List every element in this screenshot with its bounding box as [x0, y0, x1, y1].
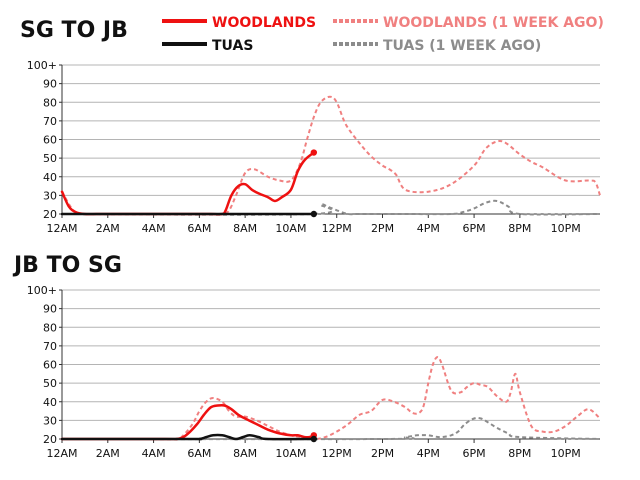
series-line-woodlands-1-week-ago — [62, 356, 601, 441]
x-tick-label: 10PM — [551, 447, 581, 460]
y-tick-label: 20 — [43, 433, 57, 446]
x-tick-label: 4PM — [417, 222, 440, 235]
legend-label-tuas-1-week-ago: TUAS (1 WEEK AGO) — [383, 38, 541, 54]
x-tick-label: 2PM — [371, 222, 394, 235]
x-tick-label: 2AM — [96, 222, 120, 235]
y-tick-label: 20 — [43, 208, 57, 221]
series-endpoint-woodlands — [310, 149, 318, 156]
y-tick-label: 40 — [43, 171, 57, 184]
y-tick-label: 80 — [43, 96, 57, 109]
series-line-woodlands — [60, 151, 316, 216]
y-tick-label: 70 — [43, 115, 57, 128]
x-tick-label: 4AM — [142, 222, 166, 235]
y-tick-label: 80 — [43, 321, 57, 334]
series-line-tuas-1-week-ago — [61, 416, 601, 441]
x-tick-label: 10AM — [275, 222, 306, 235]
series-line-tuas-1-week-ago — [61, 199, 601, 216]
y-tick-label: 60 — [43, 134, 57, 147]
x-tick-label: 4AM — [142, 447, 166, 460]
y-tick-label: 40 — [43, 396, 57, 409]
legend-label-tuas: TUAS — [212, 38, 253, 54]
x-tick-label: 8AM — [233, 447, 257, 460]
series-endpoint-tuas — [310, 435, 318, 443]
series-line-woodlands-1-week-ago — [61, 95, 601, 216]
y-tick-label: 50 — [43, 377, 57, 390]
y-tick-label: 30 — [43, 414, 57, 427]
y-tick-label: 100+ — [27, 284, 57, 297]
series-line-tuas — [60, 433, 316, 441]
y-tick-label: 90 — [43, 78, 57, 91]
x-tick-label: 12AM — [46, 222, 77, 235]
x-tick-label: 6PM — [463, 447, 486, 460]
x-tick-label: 8PM — [508, 447, 531, 460]
x-tick-label: 8PM — [508, 222, 531, 235]
chart-title-jb-to-sg: JB TO SG — [12, 253, 122, 278]
x-tick-label: 10PM — [551, 222, 581, 235]
y-tick-label: 70 — [43, 340, 57, 353]
legend: WOODLANDS WOODLANDS (1 WEEK AGO) TUAS TU… — [162, 15, 604, 54]
series-endpoint-tuas — [310, 210, 318, 218]
legend-label-woodlands-1-week-ago: WOODLANDS (1 WEEK AGO) — [383, 15, 604, 31]
x-tick-label: 12PM — [322, 222, 352, 235]
x-tick-label: 4PM — [417, 447, 440, 460]
chart-sg-to-jb: 20 30 40 50 60 70 80 90 100+ 12AM 2AM 4AM 6AM 8AM 10AM… — [27, 59, 601, 235]
x-tick-label: 10AM — [275, 447, 306, 460]
x-tick-label: 8AM — [233, 222, 257, 235]
x-tick-label: 6AM — [187, 447, 211, 460]
legend-label-woodlands: WOODLANDS — [212, 15, 316, 31]
y-tick-label: 90 — [43, 303, 57, 316]
y-tick-label: 100+ — [27, 59, 57, 72]
x-tick-label: 6PM — [463, 222, 486, 235]
x-tick-label: 2AM — [96, 447, 120, 460]
series-line-woodlands — [60, 403, 316, 441]
chart-title-sg-to-jb: SG TO JB — [20, 18, 128, 43]
y-tick-label: 50 — [43, 152, 57, 165]
x-tick-label: 6AM — [187, 222, 211, 235]
y-tick-label: 30 — [43, 189, 57, 202]
chart-jb-to-sg: 20 30 40 50 60 70 80 90 100+ 12AM 2AM 4AM 6AM 8AM 10AM… — [27, 284, 601, 460]
x-tick-label: 12AM — [46, 447, 77, 460]
x-tick-label: 12PM — [322, 447, 352, 460]
x-tick-label: 2PM — [371, 447, 394, 460]
y-tick-label: 60 — [43, 359, 57, 372]
